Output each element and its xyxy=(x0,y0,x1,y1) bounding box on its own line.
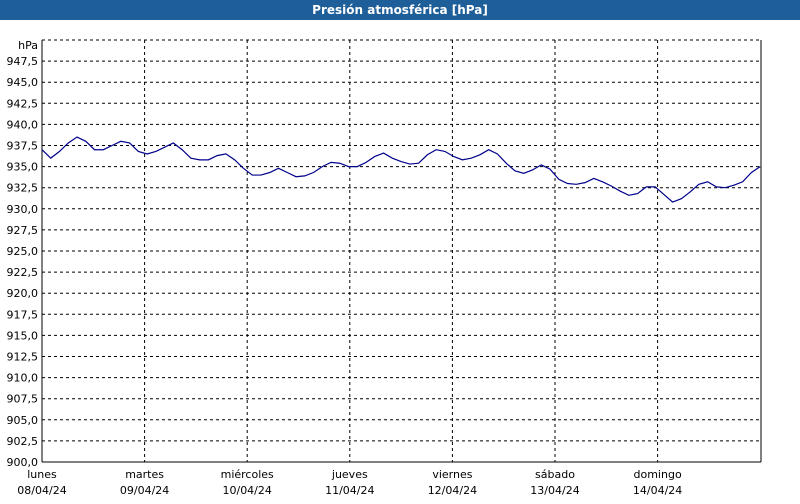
y-tick-label: 927,5 xyxy=(7,224,39,237)
y-tick-label: 920,0 xyxy=(7,287,39,300)
x-tick-date-label: 11/04/24 xyxy=(325,484,374,497)
y-tick-label: 935,0 xyxy=(7,161,39,174)
y-tick-label: 922,5 xyxy=(7,266,39,279)
x-tick-day-label: jueves xyxy=(331,468,368,481)
x-tick-date-label: 13/04/24 xyxy=(530,484,579,497)
y-tick-label: 932,5 xyxy=(7,182,39,195)
x-tick-date-label: 10/04/24 xyxy=(222,484,271,497)
y-tick-label: 905,0 xyxy=(7,414,39,427)
y-tick-label: 945,0 xyxy=(7,76,39,89)
y-tick-label: 947,5 xyxy=(7,55,39,68)
x-tick-day-label: lunes xyxy=(27,468,57,481)
x-tick-date-label: 09/04/24 xyxy=(120,484,169,497)
x-tick-day-label: martes xyxy=(125,468,164,481)
y-tick-label: 907,5 xyxy=(7,393,39,406)
x-tick-day-label: domingo xyxy=(634,468,682,481)
y-tick-label: 917,5 xyxy=(7,308,39,321)
x-tick-day-label: viernes xyxy=(432,468,472,481)
x-tick-day-label: miércoles xyxy=(221,468,274,481)
y-tick-label: 912,5 xyxy=(7,351,39,364)
y-tick-label: 910,0 xyxy=(7,372,39,385)
y-tick-label: 930,0 xyxy=(7,203,39,216)
x-tick-date-label: 12/04/24 xyxy=(428,484,477,497)
y-tick-label: 915,0 xyxy=(7,329,39,342)
x-tick-date-label: 14/04/24 xyxy=(633,484,682,497)
y-tick-label: 940,0 xyxy=(7,118,39,131)
plot-frame: 900,0 902,5 905,0 907,5 910,0 912,5 915,0 917,5… xyxy=(0,20,800,500)
pressure-series-line xyxy=(41,136,761,203)
x-tick-day-label: sábado xyxy=(535,468,575,481)
y-tick-label: 925,0 xyxy=(7,245,39,258)
y-tick-label: 937,5 xyxy=(7,140,39,153)
y-tick-label: 942,5 xyxy=(7,97,39,110)
chart-title: Presión atmosférica [hPa] xyxy=(0,0,800,20)
y-tick-label: 900,0 xyxy=(7,456,39,469)
y-tick-label: 902,5 xyxy=(7,435,39,448)
x-tick-date-label: 08/04/24 xyxy=(17,484,66,497)
y-axis-unit-label: hPa xyxy=(18,39,38,52)
pressure-chart: 900,0 902,5 905,0 907,5 910,0 912,5 915,0 917,5… xyxy=(7,39,762,497)
